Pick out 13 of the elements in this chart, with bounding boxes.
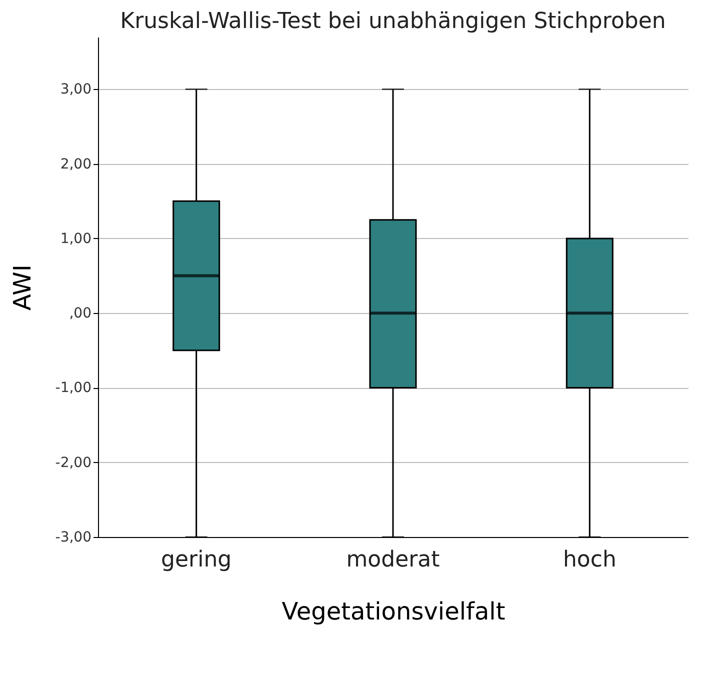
y-tick-label: ,00 <box>69 306 92 322</box>
x-tick-label: hoch <box>562 548 616 572</box>
y-tick-label: -2,00 <box>55 454 92 471</box>
x-axis-title: Vegetationsvielfalt <box>282 598 506 626</box>
x-tick-label: gering <box>161 548 232 572</box>
x-tick-label: moderat <box>346 548 440 572</box>
chart-title: Kruskal-Wallis-Test bei unabhängigen Stichproben <box>120 9 666 34</box>
y-tick-label: -3,00 <box>55 530 92 546</box>
y-tick-label: -1,00 <box>55 380 92 396</box>
y-axis-title: AWI <box>8 264 36 310</box>
y-tick-label: 2,00 <box>60 156 92 172</box>
y-tick-label: 1,00 <box>60 230 92 247</box>
y-tick-label: 3,00 <box>60 82 92 98</box>
